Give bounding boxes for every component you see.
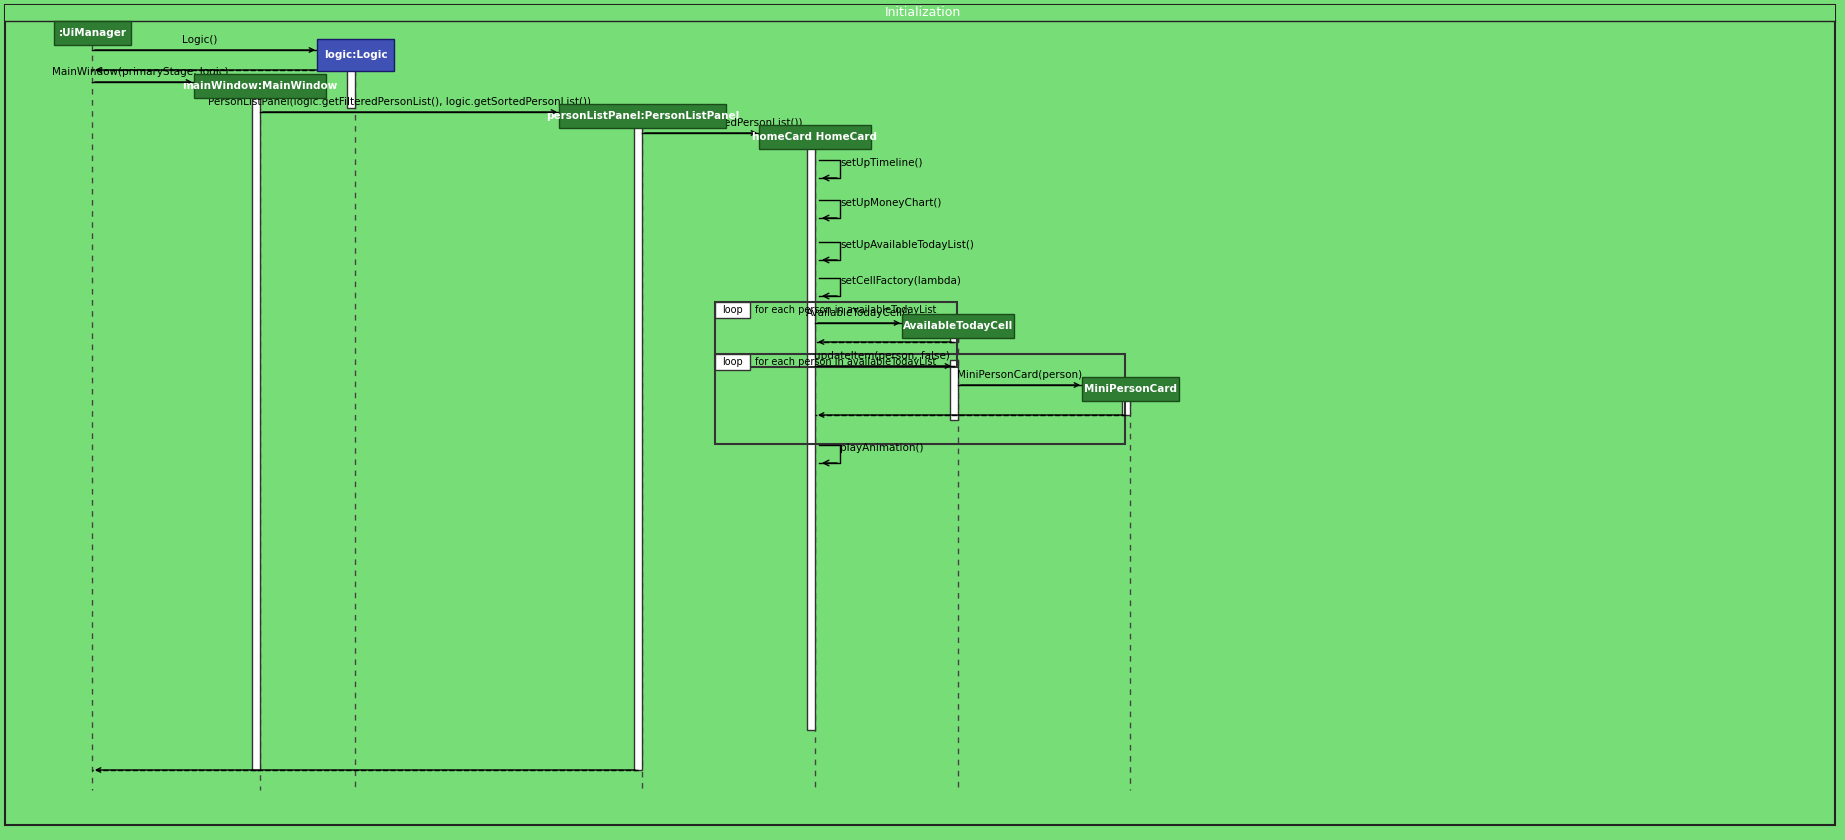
Text: PersonListPanel(logic.getFilteredPersonList(), logic.getSortedPersonList()): PersonListPanel(logic.getFilteredPersonL… — [208, 97, 592, 107]
Text: MainWindow(primaryStage, logic): MainWindow(primaryStage, logic) — [52, 67, 229, 77]
Text: homeCard HomeCard: homeCard HomeCard — [753, 132, 878, 142]
Text: logic:Logic: logic:Logic — [323, 50, 387, 60]
Text: mainWindow:MainWindow: mainWindow:MainWindow — [183, 81, 338, 91]
Bar — [635, 127, 642, 770]
FancyBboxPatch shape — [902, 314, 1015, 338]
Bar — [1122, 378, 1129, 415]
FancyBboxPatch shape — [1081, 377, 1179, 401]
Text: AvailableTodayCell(): AvailableTodayCell() — [806, 308, 911, 318]
Text: setUpAvailableTodayList(): setUpAvailableTodayList() — [839, 240, 974, 250]
FancyBboxPatch shape — [194, 74, 327, 98]
Bar — [950, 315, 958, 342]
FancyBboxPatch shape — [758, 125, 871, 149]
FancyBboxPatch shape — [559, 104, 725, 128]
Text: for each person in availableTodayList: for each person in availableTodayList — [755, 357, 937, 367]
Text: playAnimation(): playAnimation() — [839, 443, 924, 453]
Text: HomeCard(logic.getSortedPersonList()): HomeCard(logic.getSortedPersonList()) — [598, 118, 803, 128]
Text: :UiManager: :UiManager — [59, 28, 127, 38]
Bar — [6, 5, 1836, 21]
Bar — [806, 148, 815, 730]
Bar — [716, 302, 751, 318]
Text: setUpMoneyChart(): setUpMoneyChart() — [839, 198, 941, 208]
Text: setCellFactory(lambda): setCellFactory(lambda) — [839, 276, 961, 286]
Text: setUpTimeline(): setUpTimeline() — [839, 158, 922, 168]
Bar — [716, 354, 1125, 444]
Bar — [347, 70, 354, 108]
Text: Logic(): Logic() — [183, 35, 218, 45]
Text: for each person in availableTodayList: for each person in availableTodayList — [755, 305, 937, 315]
Bar — [716, 354, 751, 370]
Text: AvailableTodayCell: AvailableTodayCell — [902, 321, 1013, 331]
Text: Initialization: Initialization — [884, 7, 961, 19]
FancyBboxPatch shape — [54, 21, 131, 45]
Bar — [950, 360, 958, 420]
Text: MiniPersonCard: MiniPersonCard — [1085, 384, 1177, 394]
Text: MiniPersonCard(person): MiniPersonCard(person) — [958, 370, 1083, 380]
Bar — [716, 302, 958, 367]
FancyBboxPatch shape — [317, 39, 395, 71]
Text: loop: loop — [721, 305, 744, 315]
Bar — [253, 97, 260, 770]
Text: loop: loop — [721, 357, 744, 367]
Text: updateItem(person, false): updateItem(person, false) — [814, 351, 950, 361]
Text: personListPanel:PersonListPanel: personListPanel:PersonListPanel — [546, 111, 740, 121]
